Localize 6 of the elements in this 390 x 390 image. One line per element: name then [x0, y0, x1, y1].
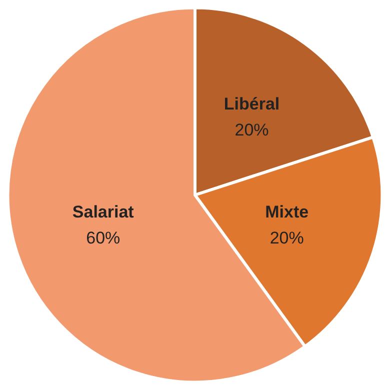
data-label: 60%	[86, 228, 120, 248]
slice-label: Salariat	[72, 202, 134, 222]
slice-label: Libéral	[224, 94, 280, 114]
slice-label: Mixte	[265, 202, 309, 222]
data-label: 20%	[270, 228, 304, 248]
data-label: 20%	[234, 120, 269, 140]
